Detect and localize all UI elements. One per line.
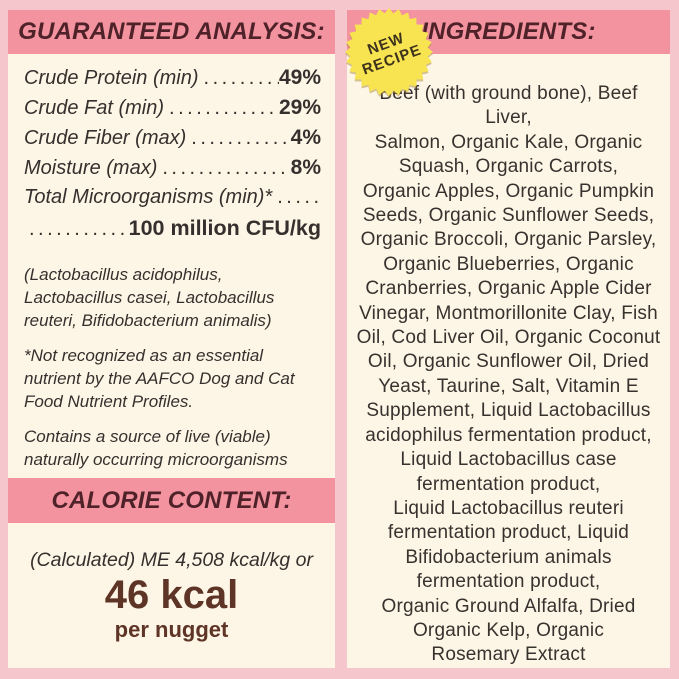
ingredient-line: Organic Apples, Organic Pumpkin xyxy=(362,180,655,202)
nutrient-value: 29% xyxy=(278,96,321,119)
guaranteed-analysis-title: GUARANTEED ANALYSIS: xyxy=(18,18,325,45)
calorie-calculated-line: (Calculated) ME 4,508 kcal/kg or xyxy=(30,549,313,571)
ingredient-line: fermentation product, Liquid xyxy=(387,522,630,544)
analysis-row: Crude Fiber (max) ............... 4% xyxy=(24,126,321,156)
dot-leader: ............... xyxy=(191,127,291,149)
guaranteed-analysis-body: Crude Protein (min) ............. 49% Cr… xyxy=(8,54,335,478)
ingredient-line: fermentation product, xyxy=(416,473,601,495)
nutrient-label: Total Microorganisms (min)* xyxy=(24,186,273,208)
guaranteed-analysis-panel: GUARANTEED ANALYSIS: Crude Protein (min)… xyxy=(8,10,335,668)
ingredients-panel: INGREDIENTS: Beef (with ground bone), Be… xyxy=(347,10,670,668)
ingredient-line: Rosemary Extract xyxy=(431,644,586,666)
ingredient-line: Squash, Organic Carrots, xyxy=(398,156,619,178)
nutrient-label: Crude Fiber (max) xyxy=(24,127,187,149)
ingredient-line: fermentation product, xyxy=(416,571,601,593)
analysis-row-microorganisms: Total Microorganisms (min)* .......... xyxy=(24,186,321,216)
ingredient-line: Organic Kelp, Organic xyxy=(412,619,605,641)
nutrient-label: Moisture (max) xyxy=(24,157,158,179)
analysis-rows: Crude Protein (min) ............. 49% Cr… xyxy=(24,66,321,186)
nutrient-value: 49% xyxy=(278,66,321,89)
ingredient-line: Liquid Lactobacillus reuteri xyxy=(393,497,624,519)
dot-leader: .......... xyxy=(277,186,321,208)
ingredient-line: Seeds, Organic Sunflower Seeds, xyxy=(362,205,655,227)
calorie-content-title: CALORIE CONTENT: xyxy=(51,486,292,514)
dot-leader: ............. xyxy=(29,218,129,240)
ingredient-line: Liquid Lactobacillus case xyxy=(400,449,617,471)
analysis-row: Moisture (max) .................. 8% xyxy=(24,156,321,186)
note-organism-species: (Lactobacillus acidophilus, Lactobacillu… xyxy=(24,265,275,330)
ingredient-line: Supplement, Liquid Lactobacillus xyxy=(366,400,651,422)
guaranteed-analysis-header: GUARANTEED ANALYSIS: xyxy=(8,10,335,54)
nutrient-value: 4% xyxy=(290,126,321,149)
analysis-row: Crude Fat (min) .................. 29% xyxy=(24,96,321,126)
ingredient-line: Organic Broccoli, Organic Parsley, xyxy=(360,229,657,251)
ingredient-line: Yeast, Taurine, Salt, Vitamin E xyxy=(378,375,639,397)
note-aafco-disclaimer: *Not recognized as an essential nutrient… xyxy=(24,346,295,411)
ingredient-line: Beef (with ground bone), Beef Liver, xyxy=(379,83,638,129)
nutrient-value: 8% xyxy=(290,156,321,179)
new-recipe-badge: NEW RECIPE xyxy=(343,6,435,98)
calorie-kcal-value: 46 kcal xyxy=(104,573,239,617)
dot-leader: .................. xyxy=(169,97,279,119)
ingredients-list: Beef (with ground bone), Beef Liver, Sal… xyxy=(347,54,670,668)
dot-leader: .................. xyxy=(162,157,290,179)
ingredient-line: acidophilus fermentation product, xyxy=(365,424,652,446)
calorie-content-body: (Calculated) ME 4,508 kcal/kg or 46 kcal… xyxy=(8,523,335,668)
ingredients-title: INGREDIENTS: xyxy=(421,18,596,45)
ingredient-line: Organic Blueberries, Organic xyxy=(383,253,634,275)
ingredient-line: Organic Ground Alfalfa, Dried xyxy=(381,595,636,617)
nutrient-label: Crude Fat (min) xyxy=(24,97,165,119)
note-live-microorganisms: Contains a source of live (viable) natur… xyxy=(24,427,288,469)
calorie-kcal-unit: per nugget xyxy=(114,617,229,642)
starburst-icon xyxy=(345,8,433,96)
ingredient-line: Bifidobacterium animals xyxy=(405,546,612,568)
nutrient-label: Crude Protein (min) xyxy=(24,67,199,89)
dot-leader: ............. xyxy=(203,67,279,89)
ingredient-line: Oil, Organic Sunflower Oil, Dried xyxy=(367,351,650,373)
cfu-value: 100 million CFU/kg xyxy=(128,216,321,240)
ingredient-line: Vinegar, Montmorillonite Clay, Fish xyxy=(359,302,658,324)
ingredient-line: Oil, Cod Liver Oil, Organic Coconut xyxy=(356,327,661,349)
analysis-row-cfu-value: ............. 100 million CFU/kg xyxy=(24,216,321,246)
ingredient-line: Cranberries, Organic Apple Cider xyxy=(365,278,652,300)
analysis-row: Crude Protein (min) ............. 49% xyxy=(24,66,321,96)
calorie-content-header: CALORIE CONTENT: xyxy=(8,478,335,523)
ingredient-line: Salmon, Organic Kale, Organic xyxy=(374,131,643,153)
